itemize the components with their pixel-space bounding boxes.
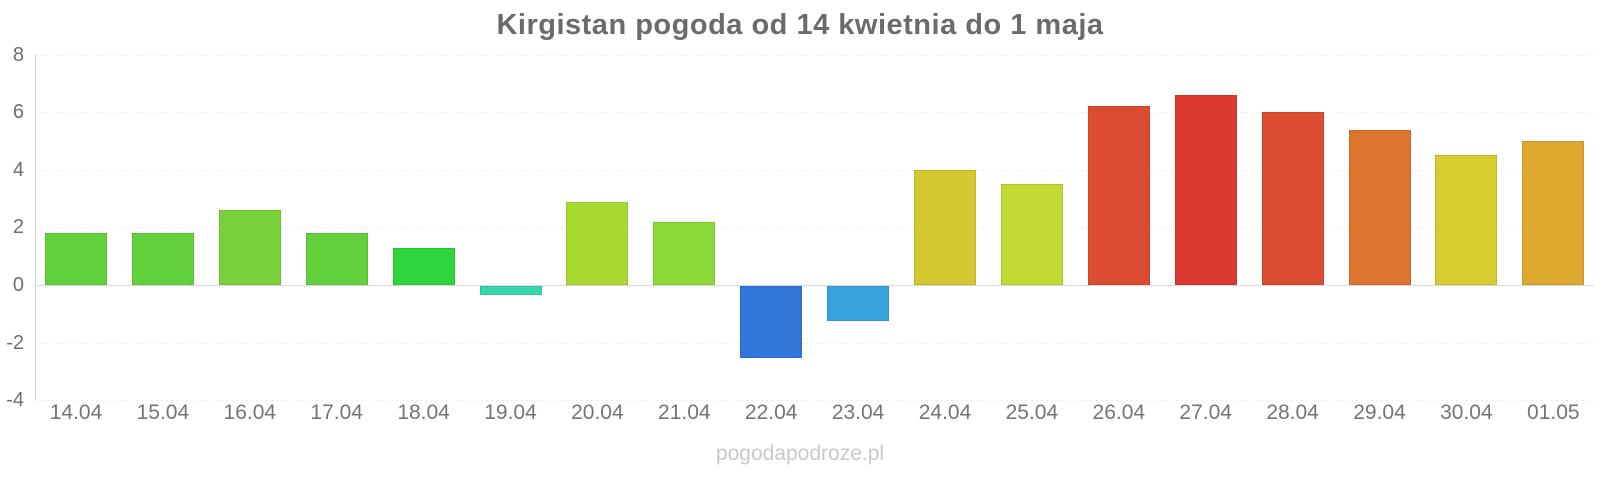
chart-bar-01.05[interactable]	[1522, 141, 1585, 285]
chart-bar-17.04[interactable]	[305, 233, 368, 285]
chart-bar-15.04[interactable]	[131, 233, 194, 285]
chart-bar-27.04[interactable]	[1174, 94, 1237, 285]
x-axis-label: 14.04	[49, 401, 103, 424]
x-axis-label: 18.04	[397, 401, 450, 424]
x-axis-label: 15.04	[136, 401, 190, 424]
chart-title: Kirgistan pogoda od 14 kwietnia do 1 maj…	[496, 9, 1104, 41]
zero-gridline	[36, 285, 1594, 286]
x-axis-label: 20.04	[571, 401, 624, 424]
y-axis-tick-label: -2	[6, 331, 24, 354]
chart-bar-18.04[interactable]	[392, 247, 455, 285]
chart-bar-21.04[interactable]	[653, 221, 716, 285]
x-axis-label: 29.04	[1353, 401, 1406, 424]
chart-bar-16.04[interactable]	[218, 210, 281, 285]
y-axis-tick-label: 0	[12, 274, 24, 296]
chart-bar-24.04[interactable]	[914, 169, 976, 285]
y-axis-tick-label: -4	[6, 389, 24, 412]
x-axis-label: 22.04	[744, 401, 798, 424]
x-axis-label: 25.04	[1005, 401, 1059, 424]
x-axis-label: 30.04	[1440, 401, 1493, 424]
chart-bar-19.04[interactable]	[479, 286, 542, 295]
x-axis-label: 28.04	[1266, 401, 1319, 424]
watermark: pogodapodroze.pl	[715, 442, 885, 465]
chart-bar-29.04[interactable]	[1348, 129, 1411, 285]
chart-bar-20.04[interactable]	[566, 201, 629, 285]
x-axis-label: 21.04	[658, 401, 711, 424]
chart-bar-26.04[interactable]	[1087, 106, 1150, 285]
chart-bar-22.04[interactable]	[740, 286, 803, 358]
y-axis-tick-label: 4	[12, 158, 24, 181]
x-axis-label: 16.04	[223, 401, 277, 424]
x-axis-label: 26.04	[1092, 401, 1146, 424]
x-axis-label: 19.04	[484, 401, 537, 424]
chart-bar-23.04[interactable]	[827, 286, 890, 321]
y-axis-tick-label: 2	[12, 216, 24, 239]
x-axis-label: 17.04	[310, 401, 363, 424]
chart-bar-28.04[interactable]	[1261, 112, 1324, 285]
gridline	[36, 169, 1594, 171]
gridline	[36, 54, 1594, 56]
y-axis-tick-label: 8	[12, 43, 24, 66]
y-axis-tick-label: 6	[12, 101, 24, 124]
chart-bar-30.04[interactable]	[1435, 155, 1498, 285]
x-axis-label: 23.04	[831, 401, 885, 424]
x-axis-label: 01.05	[1527, 401, 1580, 424]
chart-bar-14.04[interactable]	[45, 233, 107, 285]
x-axis-label: 27.04	[1179, 401, 1232, 424]
gridline	[36, 227, 1594, 229]
chart-bar-25.04[interactable]	[1000, 184, 1063, 285]
gridline	[36, 342, 1594, 344]
gridline	[36, 112, 1594, 114]
y-axis-line	[35, 54, 36, 401]
gridline	[36, 400, 1594, 402]
x-axis-label: 24.04	[918, 401, 972, 424]
